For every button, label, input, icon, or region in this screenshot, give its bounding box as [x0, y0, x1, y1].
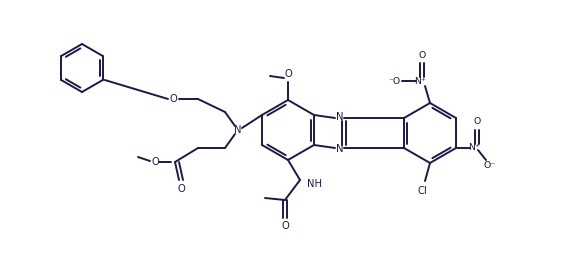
- Text: N: N: [336, 144, 344, 154]
- Text: ⁻O: ⁻O: [388, 76, 400, 86]
- Text: N⁺: N⁺: [414, 76, 426, 86]
- Text: N⁺: N⁺: [468, 144, 480, 152]
- Text: O: O: [474, 118, 480, 126]
- Text: NH: NH: [307, 179, 322, 189]
- Text: O: O: [151, 157, 159, 167]
- Text: O⁻: O⁻: [484, 162, 496, 170]
- Text: O: O: [284, 69, 292, 79]
- Text: O: O: [169, 94, 177, 104]
- Text: Cl: Cl: [417, 186, 427, 196]
- Text: O: O: [177, 184, 185, 194]
- Text: O: O: [418, 51, 426, 59]
- Text: N: N: [336, 112, 344, 122]
- Text: O: O: [281, 221, 289, 231]
- Text: N: N: [234, 125, 242, 135]
